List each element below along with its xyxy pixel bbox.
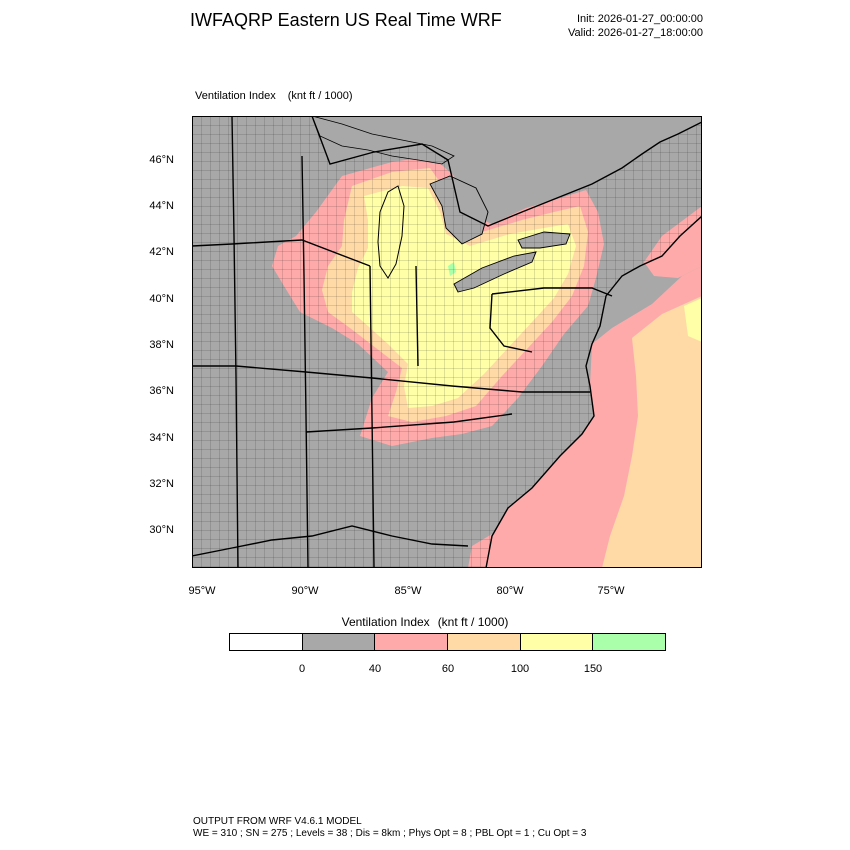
- legend-swatch: [448, 634, 521, 650]
- plot-title: IWFAQRP Eastern US Real Time WRF: [190, 10, 502, 30]
- lat-label: 46°N: [149, 154, 174, 166]
- lat-label: 32°N: [149, 478, 174, 490]
- legend-swatch: [230, 634, 303, 650]
- footer-line-1: OUTPUT FROM WRF V4.6.1 MODEL: [193, 816, 362, 827]
- map-border: [192, 116, 702, 568]
- legend-swatch: [375, 634, 449, 650]
- map-field-name: Ventilation Index: [195, 90, 276, 102]
- ocean-yellow-patch: [684, 298, 702, 342]
- model-footer: OUTPUT FROM WRF V4.6.1 MODEL WE = 310 ; …: [193, 816, 586, 840]
- lat-label: 42°N: [149, 246, 174, 258]
- legend-field-units: (knt ft / 1000): [437, 615, 509, 629]
- legend-tick: 150: [583, 663, 603, 675]
- lon-label: 80°W: [496, 585, 524, 597]
- legend-tick: 60: [441, 663, 455, 675]
- legend-title: Ventilation Index (knt ft / 1000): [0, 615, 850, 629]
- lon-label: 75°W: [597, 585, 625, 597]
- legend-swatch: [593, 634, 666, 650]
- lat-label: 40°N: [149, 293, 174, 305]
- legend-swatch: [302, 634, 376, 650]
- lon-label: 90°W: [291, 585, 319, 597]
- legend-swatch: [520, 634, 594, 650]
- valid-time: Valid: 2026-01-27_18:00:00: [568, 27, 703, 39]
- map-field-units: (knt ft / 1000): [287, 90, 353, 102]
- lon-label: 95°W: [188, 585, 216, 597]
- legend-tick: 100: [510, 663, 530, 675]
- lat-label: 34°N: [149, 432, 174, 444]
- footer-line-2: WE = 310 ; SN = 275 ; Levels = 38 ; Dis …: [193, 828, 587, 839]
- ventilation-index-map: [192, 116, 702, 568]
- lat-label: 38°N: [149, 339, 174, 351]
- state-borders: [192, 116, 702, 568]
- init-time: Init: 2026-01-27_00:00:00: [577, 13, 703, 25]
- legend-field-name: Ventilation Index: [341, 615, 430, 629]
- legend-tick: 40: [368, 663, 382, 675]
- lat-label: 36°N: [149, 385, 174, 397]
- lat-label: 30°N: [149, 524, 174, 536]
- legend-tick: 0: [298, 663, 306, 675]
- lat-label: 44°N: [149, 200, 174, 212]
- lon-label: 85°W: [394, 585, 422, 597]
- map-field-label: Ventilation Index (knt ft / 1000): [195, 90, 353, 102]
- ocean-peach-band: [602, 296, 702, 568]
- legend-colorbar: [229, 633, 666, 651]
